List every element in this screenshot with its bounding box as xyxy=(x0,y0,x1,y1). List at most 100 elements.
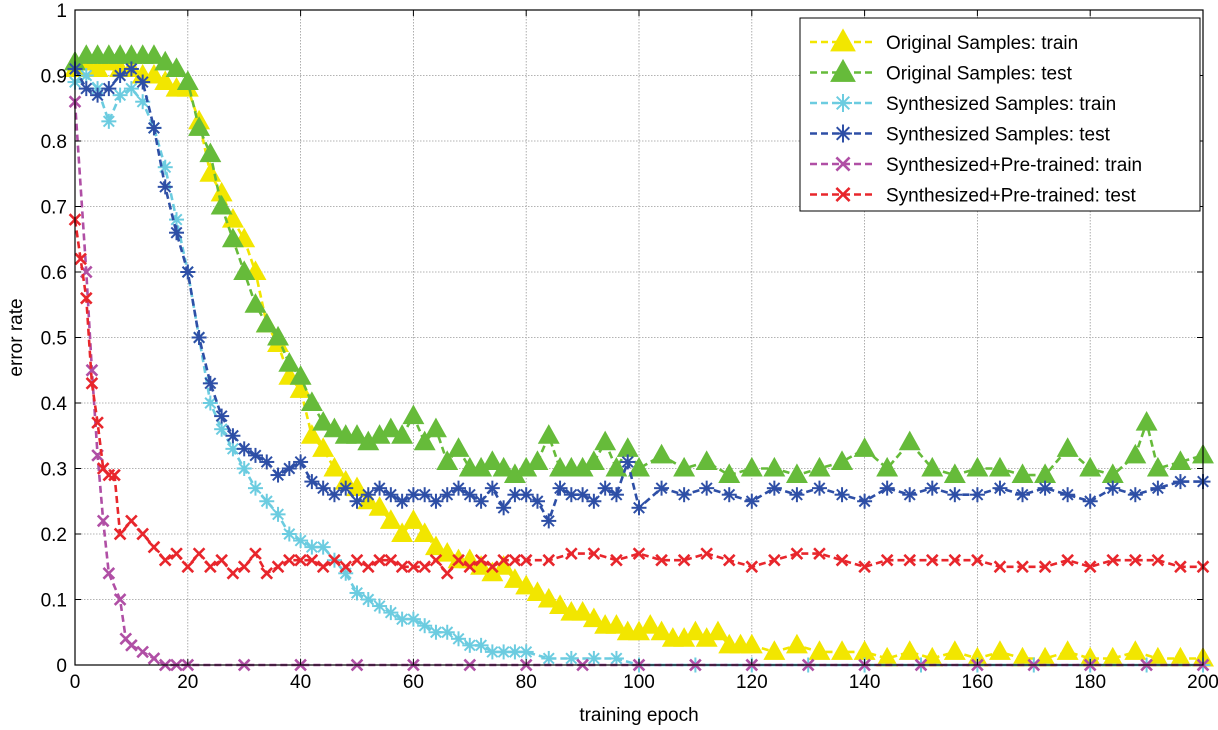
legend-box xyxy=(799,17,1201,212)
data-point xyxy=(563,650,579,666)
x-tick-label: 200 xyxy=(1187,672,1218,693)
x-tick-label: 20 xyxy=(177,672,198,693)
y-axis-label: error rate xyxy=(6,298,27,376)
data-point xyxy=(270,506,286,522)
data-point xyxy=(169,212,185,228)
data-point xyxy=(1015,487,1031,503)
data-point xyxy=(147,540,161,554)
data-point xyxy=(157,179,173,195)
data-point xyxy=(169,225,185,241)
data-point xyxy=(451,480,467,496)
x-tick-label: 40 xyxy=(290,672,311,693)
data-point xyxy=(236,441,252,457)
y-tick-label: 0.9 xyxy=(41,67,67,88)
data-point xyxy=(113,593,127,606)
data-point xyxy=(316,560,330,574)
data-point xyxy=(1056,437,1079,457)
x-axis-label: training epoch xyxy=(579,705,698,726)
data-point xyxy=(125,514,138,528)
data-point xyxy=(813,547,826,560)
data-point xyxy=(518,487,534,503)
y-tick-label: 0.8 xyxy=(41,132,67,153)
data-point xyxy=(903,553,917,567)
data-point xyxy=(112,68,128,83)
data-point xyxy=(199,162,222,182)
data-point xyxy=(424,535,447,556)
data-point xyxy=(605,614,628,634)
data-point xyxy=(123,61,139,77)
y-tick-label: 0.7 xyxy=(41,198,67,219)
data-point xyxy=(135,74,151,90)
data-point xyxy=(102,566,116,580)
data-point xyxy=(789,487,805,503)
data-point xyxy=(395,560,409,574)
data-point xyxy=(492,456,515,477)
data-point xyxy=(835,553,849,567)
data-point xyxy=(123,81,139,97)
data-point xyxy=(180,264,196,280)
data-point xyxy=(650,443,673,464)
data-point xyxy=(236,461,252,476)
data-point xyxy=(136,527,149,541)
data-point xyxy=(835,156,851,172)
legend-label: Original Samples: train xyxy=(886,33,1078,54)
data-point xyxy=(763,640,786,660)
data-point xyxy=(1083,560,1097,574)
data-point xyxy=(1037,480,1053,496)
legend-entry: Synthesized Samples: train xyxy=(810,94,1116,115)
data-point xyxy=(474,553,488,567)
data-point xyxy=(360,487,376,503)
data-point xyxy=(699,480,715,496)
data-point xyxy=(898,430,921,451)
data-point xyxy=(857,493,873,509)
data-point xyxy=(417,618,433,634)
data-point xyxy=(247,447,263,463)
x-tick-label: 100 xyxy=(623,672,655,693)
data-point xyxy=(586,650,602,666)
data-point xyxy=(225,428,241,444)
legend-entry: Original Samples: train xyxy=(810,28,1078,54)
legend: Original Samples: train Original Samples:… xyxy=(799,17,1201,212)
x-tick-label: 120 xyxy=(736,672,768,693)
data-point xyxy=(373,553,386,567)
data-point xyxy=(305,553,319,567)
y-tick-label: 1 xyxy=(56,1,67,22)
data-point xyxy=(462,637,478,653)
data-point xyxy=(417,487,433,503)
data-point xyxy=(304,474,320,490)
data-point xyxy=(582,450,605,470)
data-point xyxy=(503,568,526,588)
data-point xyxy=(537,424,560,444)
data-point xyxy=(768,553,781,567)
data-point xyxy=(565,547,578,560)
data-point xyxy=(312,437,335,457)
legend-label: Original Samples: test xyxy=(886,64,1073,85)
data-point xyxy=(215,553,228,567)
data-point xyxy=(165,57,188,77)
data-point xyxy=(405,611,421,627)
data-point xyxy=(96,514,110,528)
data-point xyxy=(632,547,646,560)
data-point xyxy=(497,553,510,567)
data-point xyxy=(312,411,335,431)
data-point xyxy=(372,480,388,496)
data-point xyxy=(673,456,696,477)
data-point xyxy=(608,487,624,503)
data-point xyxy=(529,493,545,509)
data-point xyxy=(270,467,286,483)
data-point xyxy=(199,142,222,163)
data-point xyxy=(181,560,195,574)
data-point xyxy=(706,620,729,641)
data-point xyxy=(267,325,290,346)
data-point xyxy=(552,480,568,496)
y-tick-label: 0.1 xyxy=(41,591,67,612)
data-point xyxy=(924,480,940,496)
y-tick-label: 0 xyxy=(56,656,67,677)
data-point xyxy=(125,639,138,652)
data-point xyxy=(1038,560,1052,574)
data-point xyxy=(424,417,447,438)
data-point xyxy=(481,450,504,470)
data-point xyxy=(74,252,87,266)
data-point xyxy=(1174,560,1187,574)
data-point xyxy=(391,522,414,543)
